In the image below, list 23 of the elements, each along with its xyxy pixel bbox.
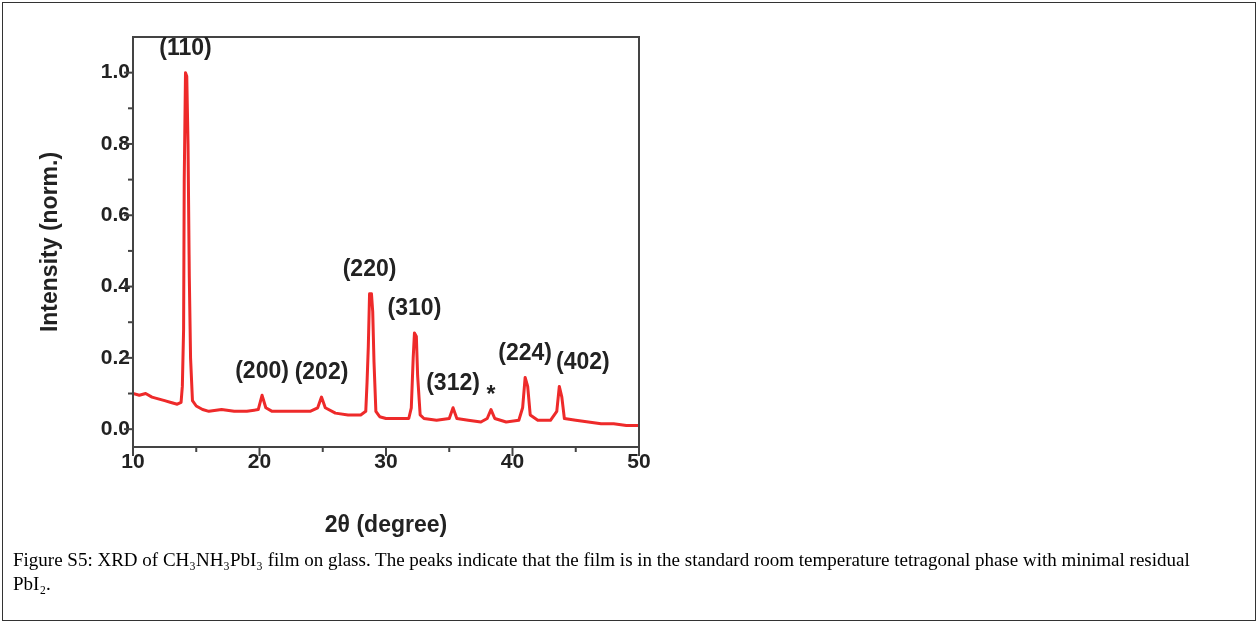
y-tick-label: 0.4 xyxy=(100,273,131,297)
x-axis-title: 2θ (degree) xyxy=(324,510,448,537)
x-tick-label: 10 xyxy=(121,449,145,473)
annotation: (220) xyxy=(342,255,397,282)
annotation: * xyxy=(486,380,496,407)
x-tick-label: 30 xyxy=(374,449,398,473)
annotation: (224) xyxy=(498,338,552,365)
annotation: (202) xyxy=(294,358,349,385)
y-tick-label: 0.6 xyxy=(100,202,130,226)
x-tick-label: 20 xyxy=(247,449,272,473)
y-tick-label: 0.8 xyxy=(100,130,131,154)
x-tick-label: 40 xyxy=(500,449,525,473)
y-tick-label: 1.0 xyxy=(100,59,130,83)
x-tick-label: 50 xyxy=(627,449,651,473)
annotation: (402) xyxy=(555,347,610,374)
annotation: (312) xyxy=(426,369,480,396)
annotation: (200) xyxy=(235,356,289,383)
annotation: (310) xyxy=(387,294,442,321)
y-tick-label: 0.0 xyxy=(100,415,130,439)
y-axis-title: Intensity (norm.) xyxy=(36,151,63,333)
annotation: (110) xyxy=(159,34,212,60)
y-tick-label: 0.2 xyxy=(100,344,130,368)
caption: Figure S5: XRD of CH₃NH₃PbI₃ film on glass. The peaks indicate that the film is in the standard room temperature tetragonal phase with minimal residual PbI₂. xyxy=(13,548,1191,596)
